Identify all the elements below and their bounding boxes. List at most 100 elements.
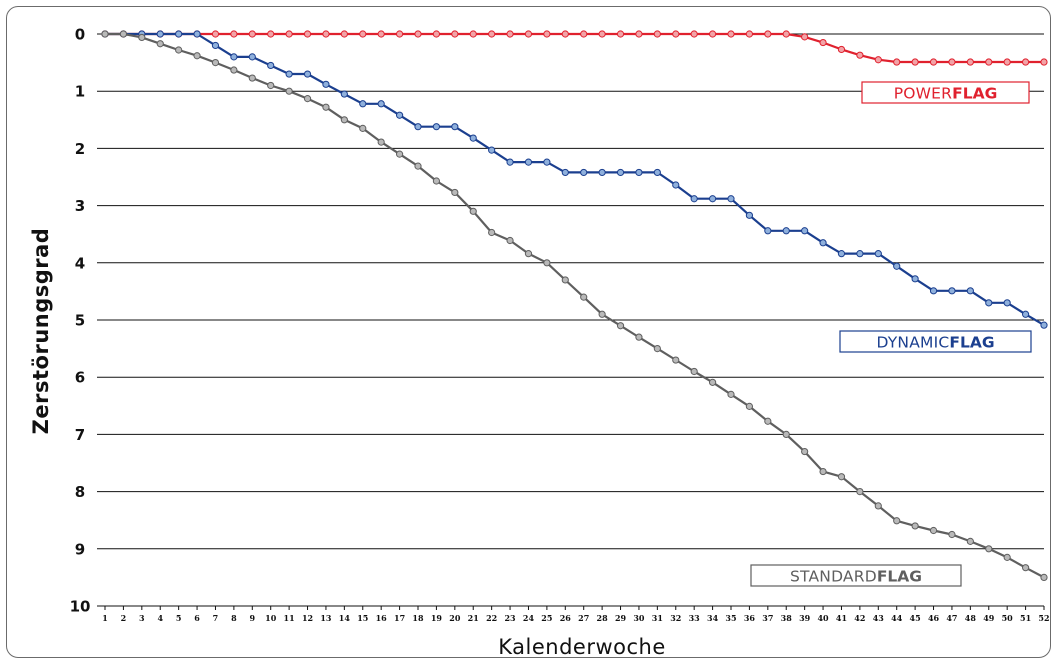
x-tick-label: 22	[486, 613, 497, 623]
data-point	[1003, 299, 1011, 307]
data-point	[138, 33, 146, 42]
x-tick-label: 23	[504, 613, 516, 623]
data-point	[1021, 564, 1030, 572]
data-point	[1040, 58, 1048, 66]
data-point	[727, 195, 735, 203]
data-point	[432, 177, 441, 185]
data-point	[782, 430, 790, 438]
data-point	[488, 146, 496, 154]
data-point	[303, 30, 312, 38]
data-point	[377, 138, 385, 146]
data-point	[395, 150, 404, 158]
y-tick-label: 10	[70, 598, 91, 616]
x-tick-label: 28	[597, 613, 609, 623]
data-point	[985, 299, 993, 307]
x-tick-label: 13	[320, 613, 332, 623]
data-point	[414, 123, 422, 131]
gridlines	[97, 33, 1044, 607]
data-point	[488, 228, 496, 237]
data-point	[543, 30, 551, 38]
x-tick-label: 27	[578, 613, 589, 623]
series-label-part: POWER	[894, 85, 952, 103]
data-point	[211, 30, 220, 38]
series-label-power: POWERFLAG	[861, 81, 1030, 104]
data-point	[856, 488, 864, 496]
data-point	[340, 90, 348, 98]
data-point	[727, 30, 735, 38]
x-tick-label: 49	[983, 613, 995, 623]
data-point	[193, 52, 201, 60]
data-point	[469, 207, 477, 215]
x-tick-label: 39	[799, 613, 811, 623]
data-point	[966, 287, 974, 295]
y-axis-ticks: 0 1 2 3 4 5 6 7 8 9 10	[70, 26, 91, 616]
y-tick-label: 5	[75, 312, 85, 330]
data-point	[451, 30, 459, 38]
data-point	[985, 58, 993, 66]
data-point	[764, 227, 772, 235]
x-tick-label: 50	[1002, 613, 1014, 623]
data-point	[929, 526, 938, 535]
x-tick-label: 47	[946, 613, 957, 623]
data-point	[819, 239, 827, 247]
x-tick-label: 43	[873, 613, 885, 623]
data-point	[543, 158, 551, 166]
x-tick-label: 5	[176, 613, 182, 623]
data-point	[1003, 553, 1011, 561]
x-tick-label: 52	[1038, 613, 1049, 623]
data-point	[193, 30, 201, 38]
x-tick-label: 12	[302, 613, 313, 623]
data-point	[543, 259, 551, 267]
data-point	[211, 41, 220, 50]
data-point	[616, 168, 625, 177]
data-point	[856, 250, 864, 258]
data-point	[359, 100, 367, 108]
data-point	[561, 276, 569, 284]
series-power	[101, 30, 1048, 66]
data-point	[451, 123, 459, 131]
x-tick-label: 21	[468, 613, 479, 623]
data-point	[635, 333, 643, 341]
data-point	[580, 168, 588, 177]
data-point	[653, 30, 661, 38]
data-point	[653, 345, 661, 353]
data-point	[322, 103, 330, 111]
data-point	[267, 30, 275, 38]
x-tick-label: 1	[102, 613, 108, 623]
data-point	[837, 473, 846, 481]
data-point	[303, 95, 312, 103]
x-tick-label: 9	[250, 613, 256, 623]
x-tick-label: 25	[541, 613, 552, 623]
x-tick-label: 51	[1020, 613, 1031, 623]
x-tick-label: 42	[854, 613, 865, 623]
data-point	[432, 30, 441, 38]
data-point	[506, 236, 514, 245]
x-tick-label: 24	[523, 613, 535, 623]
x-tick-label: 48	[965, 613, 977, 623]
x-tick-label: 3	[139, 613, 145, 623]
series-line	[105, 32, 1045, 579]
series-standard	[101, 30, 1048, 582]
data-point	[616, 30, 625, 38]
data-point	[874, 250, 882, 258]
data-point	[837, 45, 846, 54]
data-point	[708, 195, 717, 203]
data-point	[635, 168, 643, 177]
series-line	[105, 32, 1045, 327]
x-tick-label: 7	[213, 613, 219, 623]
data-point	[414, 162, 422, 170]
x-tick-label: 46	[928, 613, 940, 623]
data-point	[175, 30, 183, 38]
data-point	[101, 30, 109, 38]
data-point	[690, 30, 698, 38]
data-point	[985, 545, 993, 553]
data-point	[893, 517, 901, 525]
data-point	[303, 70, 312, 78]
data-point	[156, 30, 164, 38]
data-point	[690, 195, 698, 203]
series-label-part: STANDARD	[790, 568, 877, 586]
x-tick-label: 45	[910, 613, 921, 623]
x-tick-label: 26	[560, 613, 572, 623]
x-tick-label: 38	[781, 613, 793, 623]
